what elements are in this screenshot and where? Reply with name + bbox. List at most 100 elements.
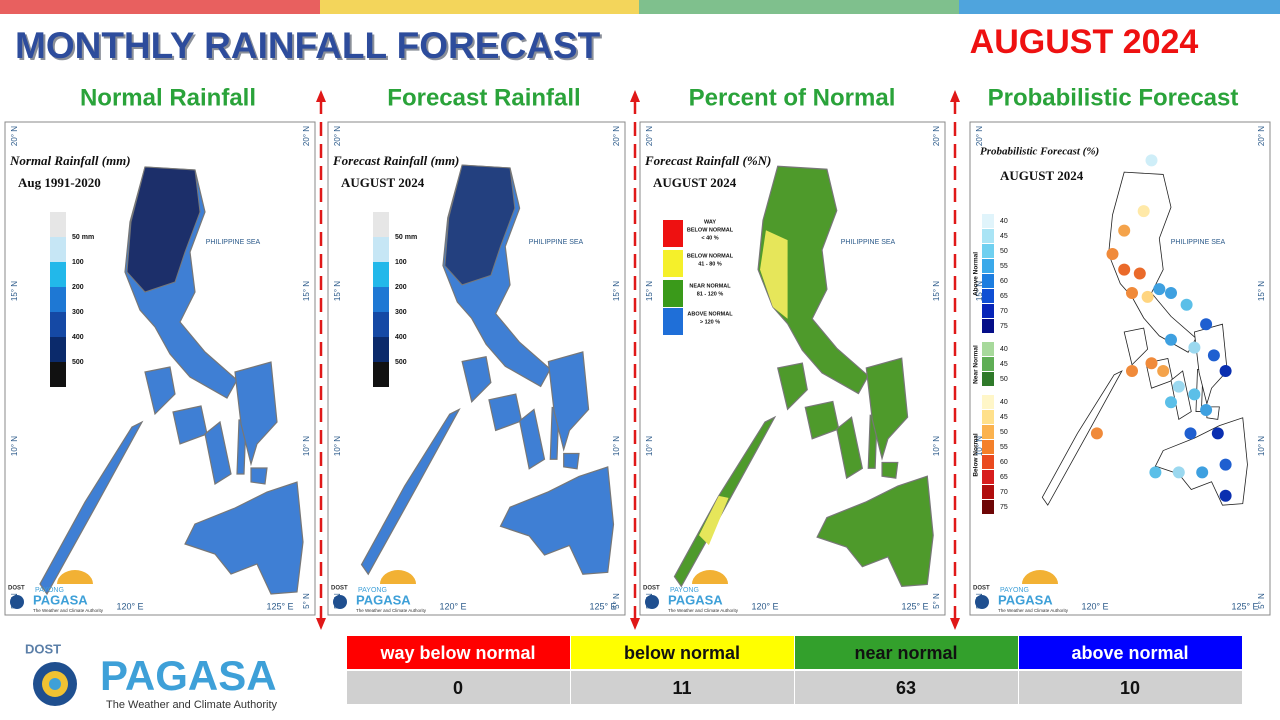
- station-dot: [1200, 318, 1213, 331]
- table-value: 0: [453, 678, 463, 698]
- legend-label: 300: [72, 309, 84, 316]
- map-title: Forecast Rainfall (mm): [332, 153, 459, 168]
- station-dot: [1118, 263, 1131, 276]
- table-value: 63: [896, 678, 916, 698]
- mini-logo: PAYONG: [35, 587, 64, 594]
- legend-label: 55: [1000, 444, 1008, 451]
- station-dot: [1153, 283, 1166, 296]
- legend-label: 100: [395, 259, 407, 266]
- legend-label: > 120 %: [700, 319, 720, 325]
- legend-label: 200: [72, 284, 84, 291]
- table-value-cell: [347, 671, 570, 704]
- island-shade: [126, 166, 201, 293]
- island: [518, 408, 546, 470]
- legend-label: 50: [1000, 429, 1008, 436]
- logo-tagline: The Weather and Climate Authority: [106, 699, 277, 711]
- lat-label: 20° N: [1257, 126, 1266, 146]
- lon-label: 125° E: [901, 601, 928, 611]
- island: [39, 420, 144, 596]
- legend-swatch: [663, 250, 683, 277]
- legend-label: < 40 %: [701, 235, 718, 241]
- legend-label: 400: [72, 334, 84, 341]
- legend-label: 500: [395, 359, 407, 366]
- mini-logo-umbrella: [692, 570, 728, 584]
- legend-label: 41 - 80 %: [698, 261, 722, 267]
- lat-label: 20° N: [612, 126, 621, 146]
- lat-label: 20° N: [645, 126, 654, 146]
- legend-swatch: [982, 470, 994, 484]
- legend-label: WAY: [704, 219, 716, 225]
- lat-label: 15° N: [1257, 281, 1266, 301]
- legend-swatch: [50, 362, 66, 387]
- sea-label: PHILIPPINE SEA: [206, 239, 261, 246]
- panel-heading: Probabilistic Forecast: [988, 84, 1239, 111]
- island: [204, 420, 232, 485]
- legend-swatch: [50, 312, 66, 337]
- sea-label: PHILIPPINE SEA: [529, 239, 584, 246]
- sea-label: PHILIPPINE SEA: [1171, 239, 1226, 246]
- legend-swatch: [982, 455, 994, 469]
- legend-swatch: [982, 425, 994, 439]
- station-dot: [1165, 396, 1177, 409]
- station-dot: [1157, 365, 1170, 377]
- legend-label: 65: [1000, 293, 1008, 300]
- station-dot: [1165, 333, 1177, 346]
- divider-arrowhead: [950, 90, 960, 102]
- table-value-cell: [571, 671, 794, 704]
- summary-table: way below normal 0 below normal 11 near norm…: [347, 636, 1242, 704]
- map-subtitle: AUGUST 2024: [653, 175, 737, 190]
- mini-logo: DOST: [331, 586, 348, 592]
- legend-label: BELOW NORMAL: [687, 227, 734, 233]
- table-value-cell: [795, 671, 1018, 704]
- station-dot: [1141, 290, 1154, 303]
- month: AUGUST 2024: [970, 23, 1199, 61]
- station-dot: [1219, 458, 1232, 471]
- station-dot: [1172, 380, 1185, 393]
- mini-logo: DOST: [643, 586, 660, 592]
- divider-arrowhead: [316, 90, 326, 102]
- island: [250, 467, 268, 485]
- legend-label: 50 mm: [395, 234, 417, 241]
- legend-label: 45: [1000, 414, 1008, 421]
- table-header: way below normal: [379, 643, 535, 663]
- station-dot: [1172, 466, 1185, 479]
- color-bar: [639, 0, 959, 14]
- legend-swatch: [982, 410, 994, 424]
- legend-label: 40: [1000, 399, 1008, 406]
- legend: 50 mm 100 200 300 400 500: [373, 212, 417, 387]
- lat-label: 15° N: [333, 281, 342, 301]
- island: [816, 475, 934, 588]
- lat-label: 10° N: [10, 436, 19, 456]
- station-dot: [1207, 349, 1220, 362]
- legend-swatch: [982, 274, 994, 288]
- station-dot: [1126, 287, 1138, 299]
- mini-logo-umbrella: [380, 570, 416, 584]
- legend-swatch: [50, 262, 66, 287]
- legend-label: 65: [1000, 474, 1008, 481]
- island-shade: [444, 164, 516, 286]
- lat-label: 20° N: [10, 126, 19, 146]
- island: [184, 481, 304, 595]
- lat-label: 15° N: [645, 281, 654, 301]
- lat-label: 10° N: [1257, 436, 1266, 456]
- table-header-cell: [1019, 636, 1242, 669]
- legend-swatch: [373, 262, 389, 287]
- station-dot: [1145, 357, 1158, 370]
- island: [1041, 370, 1123, 506]
- lat-label: 5° N: [612, 593, 621, 609]
- mini-logo: The Weather and Climate Authority: [998, 608, 1069, 613]
- station-dot: [1090, 427, 1103, 440]
- legend-label: 75: [1000, 504, 1008, 511]
- legend: 50 mm 100 200 300 400 500: [50, 212, 94, 387]
- legend-label: BELOW NORMAL: [687, 253, 734, 259]
- station-dot: [1145, 154, 1158, 167]
- lat-label: 10° N: [975, 436, 984, 456]
- station-dot: [1188, 341, 1201, 354]
- map-subtitle: AUGUST 2024: [1000, 168, 1084, 183]
- lat-label: 15° N: [10, 281, 19, 301]
- island: [1123, 327, 1149, 366]
- color-bar: [959, 0, 1280, 14]
- station-dot: [1126, 365, 1138, 377]
- map: [1041, 154, 1248, 506]
